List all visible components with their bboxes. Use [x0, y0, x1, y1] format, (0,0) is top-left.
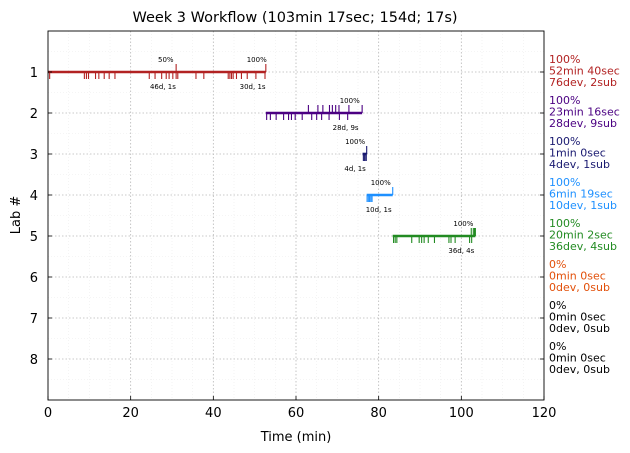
y-tick-label: 8: [30, 353, 38, 368]
lab-8-summary-line: 0%: [549, 340, 566, 353]
lab-7-summary-line: 0min 0sec: [549, 311, 606, 324]
y-tick-label: 5: [30, 230, 38, 245]
lab-3-summary-line: 100%: [549, 135, 580, 148]
y-tick-label: 2: [30, 107, 38, 122]
lab-8-summary-line: 0dev, 0sub: [549, 363, 610, 376]
lab-marks: 50% 100% 46d, 1s 30d, 1s 100% 28d, 9s 100% 4d, …: [48, 56, 476, 255]
lab-1-summary-line: 52min 40sec: [549, 65, 620, 78]
x-axis-ticks: 0 20 40 60 80 100 120: [44, 396, 557, 421]
count-label: 28d, 9s: [333, 124, 359, 132]
progress-label: 50%: [158, 56, 174, 64]
count-label: 4d, 1s: [344, 165, 366, 173]
lab-1-marks: 50% 100% 46d, 1s 30d, 1s: [48, 56, 267, 91]
lab-3-summary-line: 1min 0sec: [549, 147, 606, 160]
grid-lines: [48, 31, 544, 400]
lab-2-summary-line: 28dev, 9sub: [549, 117, 617, 130]
lab-3-summary-line: 4dev, 1sub: [549, 158, 610, 171]
y-tick-label: 3: [30, 148, 38, 163]
y-axis-label: Lab #: [9, 196, 24, 235]
lab-6-summary-line: 0dev, 0sub: [549, 281, 610, 294]
lab-7-summary-line: 0dev, 0sub: [549, 322, 610, 335]
lab-4-summary-line: 6min 19sec: [549, 188, 613, 201]
progress-label: 100%: [340, 97, 360, 105]
y-axis-ticks: 1 2 3 4 5 6 7 8: [30, 66, 544, 368]
lab-4-summary-line: 10dev, 1sub: [549, 199, 617, 212]
count-label: 30d, 1s: [240, 83, 266, 91]
lab-4-marks: 100% 10d, 1s: [366, 179, 394, 214]
lab-5-summary-line: 36dev, 4sub: [549, 240, 617, 253]
x-axis-label: Time (min): [260, 430, 332, 445]
x-tick-label: 120: [532, 406, 557, 421]
count-label: 10d, 1s: [366, 206, 392, 214]
lab-2-marks: 100% 28d, 9s: [265, 97, 363, 132]
lab-7-summary-line: 0%: [549, 299, 566, 312]
lab-6-summary-line: 0%: [549, 258, 566, 271]
y-tick-label: 4: [30, 189, 38, 204]
progress-label: 100%: [247, 56, 267, 64]
lab-4-summary-line: 100%: [549, 176, 580, 189]
progress-label: 100%: [453, 220, 473, 228]
progress-label: 100%: [345, 138, 365, 146]
x-tick-label: 80: [370, 406, 387, 421]
lab-5-summary-line: 100%: [549, 217, 580, 230]
plot-frame: [47, 30, 545, 401]
x-tick-label: 40: [205, 406, 222, 421]
lab-1-summary-line: 76dev, 2sub: [549, 76, 617, 89]
lab-3-marks: 100% 4d, 1s: [344, 138, 368, 173]
x-tick-label: 0: [44, 406, 52, 421]
lab-8-summary-line: 0min 0sec: [549, 352, 606, 365]
x-tick-label: 20: [122, 406, 139, 421]
chart-title: Week 3 Workflow (103min 17sec; 154d; 17s…: [132, 10, 457, 26]
lab-5-summary-line: 20min 2sec: [549, 229, 613, 242]
lab-2-summary-line: 23min 16sec: [549, 106, 620, 119]
count-label: 36d, 4s: [448, 247, 474, 255]
y-tick-label: 1: [30, 66, 38, 81]
x-tick-label: 100: [449, 406, 474, 421]
x-tick-label: 60: [288, 406, 305, 421]
y-tick-label: 6: [30, 271, 38, 286]
y-tick-label: 7: [30, 312, 38, 327]
lab-5-marks: 100% 36d, 4s: [392, 220, 476, 255]
progress-label: 100%: [371, 179, 391, 187]
lab-1-summary-line: 100%: [549, 53, 580, 66]
lab-2-summary-line: 100%: [549, 94, 580, 107]
lab-6-summary-line: 0min 0sec: [549, 270, 606, 283]
count-label: 46d, 1s: [150, 83, 176, 91]
